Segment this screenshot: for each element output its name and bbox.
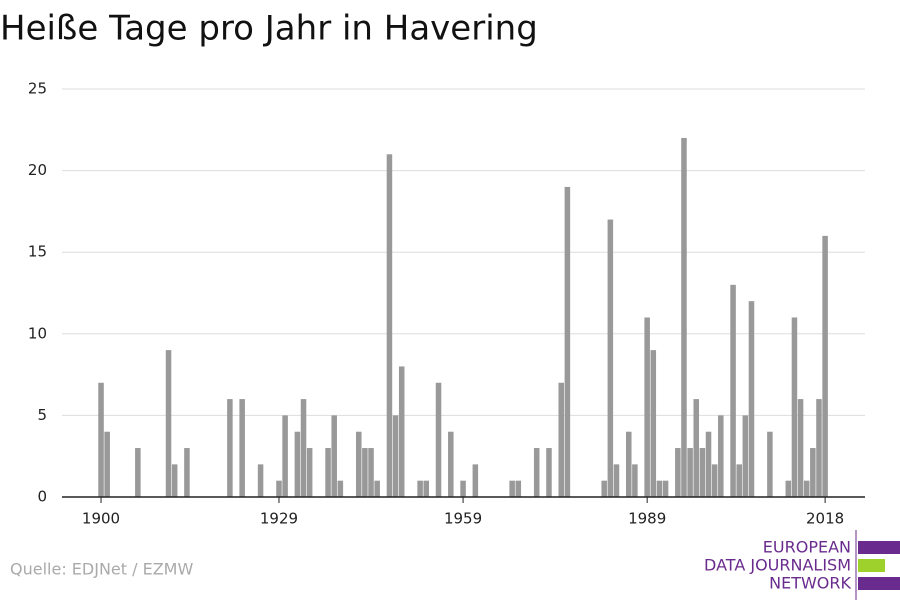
bar <box>810 448 816 497</box>
bar <box>791 317 798 497</box>
y-tick-label: 0 <box>37 488 47 506</box>
bar <box>300 399 307 497</box>
bar <box>533 448 540 497</box>
x-tick-label: 1989 <box>628 510 666 528</box>
bar <box>448 431 454 497</box>
bar <box>699 448 706 497</box>
bar <box>644 317 650 497</box>
bar <box>165 350 172 497</box>
y-tick-label: 15 <box>28 243 47 261</box>
bar <box>386 154 393 497</box>
bar <box>693 399 700 497</box>
bar <box>767 431 773 497</box>
bar <box>662 480 669 497</box>
bar <box>460 480 466 497</box>
bar <box>687 448 693 497</box>
bar <box>742 415 749 497</box>
bar <box>601 480 607 497</box>
logo-bar <box>858 559 885 572</box>
bar <box>104 431 110 497</box>
bar <box>368 448 374 497</box>
bar <box>331 415 337 497</box>
bar <box>822 235 828 497</box>
bar <box>227 399 233 497</box>
x-tick-label: 1900 <box>82 510 120 528</box>
bar <box>135 448 141 497</box>
bar <box>613 464 620 497</box>
y-tick-label: 10 <box>28 324 47 342</box>
bar <box>257 464 264 497</box>
x-tick-label: 2018 <box>806 510 844 528</box>
bar <box>472 464 479 497</box>
chart-title: Heiße Tage pro Jahr in Havering <box>0 9 538 49</box>
bar <box>632 464 638 497</box>
bar <box>816 399 822 497</box>
bar <box>681 137 687 497</box>
bar <box>718 415 724 497</box>
logo-bar <box>858 577 900 590</box>
bar <box>355 431 362 497</box>
bar <box>515 480 522 497</box>
bar <box>705 431 712 497</box>
bar <box>374 480 380 497</box>
bar <box>98 382 104 497</box>
bar <box>564 186 571 498</box>
bar <box>803 480 810 497</box>
x-tick-label: 1959 <box>444 510 482 528</box>
bar <box>398 366 405 497</box>
bar <box>730 284 736 497</box>
logo-text: DATA JOURNALISM <box>704 556 851 575</box>
bar <box>509 480 515 497</box>
bar <box>362 448 368 497</box>
bar <box>736 464 742 497</box>
bar <box>276 480 282 497</box>
bar <box>748 301 755 497</box>
bar <box>239 399 245 497</box>
bar <box>282 415 288 497</box>
bar <box>558 382 565 497</box>
logo-text: EUROPEAN <box>763 538 851 557</box>
bar <box>675 448 681 497</box>
bar <box>417 480 423 497</box>
logo-bar <box>858 541 900 554</box>
bar <box>785 480 792 497</box>
bar <box>294 431 301 497</box>
source: Quelle: EDJNet / EZMW <box>10 560 193 579</box>
bar <box>607 219 614 497</box>
bar <box>711 464 718 497</box>
bar <box>797 399 804 497</box>
y-tick-label: 25 <box>28 80 47 98</box>
bar <box>656 480 663 497</box>
bar <box>171 464 178 497</box>
bar <box>306 448 313 497</box>
y-tick-label: 20 <box>28 161 47 179</box>
bar <box>337 480 344 497</box>
logo-text: NETWORK <box>769 574 851 593</box>
bar <box>325 448 331 497</box>
y-tick-label: 5 <box>37 406 47 424</box>
bar <box>650 350 657 497</box>
bar <box>184 448 190 497</box>
bar <box>423 480 430 497</box>
x-tick-label: 1929 <box>260 510 298 528</box>
bar <box>392 415 399 497</box>
logo: EUROPEAN DATA JOURNALISM NETWORK <box>704 530 900 600</box>
bar <box>625 431 632 497</box>
bar <box>435 382 442 497</box>
bar <box>546 448 552 497</box>
